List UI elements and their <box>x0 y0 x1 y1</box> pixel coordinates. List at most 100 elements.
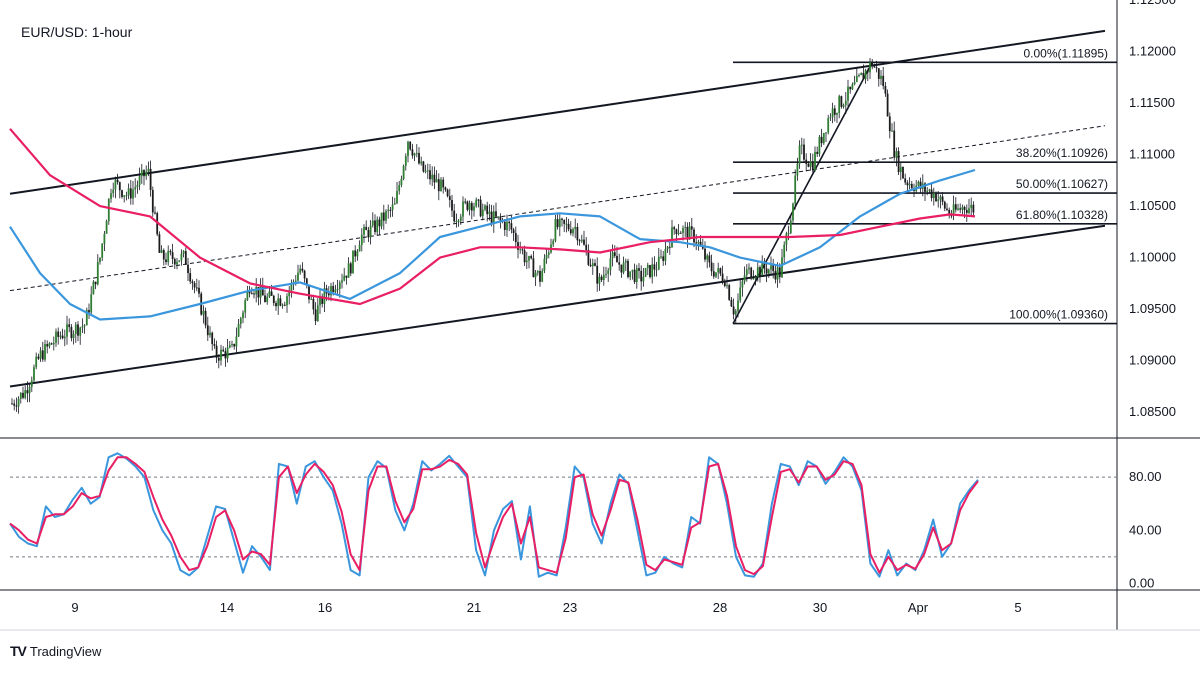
candle-body <box>13 403 16 406</box>
candle-body <box>789 220 792 234</box>
candle-body <box>369 225 372 238</box>
candle-body <box>653 264 656 270</box>
candle-body <box>596 265 599 284</box>
candle-body <box>785 233 788 245</box>
candle-body <box>662 256 665 261</box>
candle-body <box>422 161 425 172</box>
candle-body <box>607 270 610 274</box>
candle-body <box>233 343 236 347</box>
candle-body <box>354 250 357 257</box>
candle-body <box>866 70 869 73</box>
candle-body <box>52 342 55 345</box>
candle-body <box>787 233 790 235</box>
candle-body <box>616 255 618 263</box>
osc-y-tick-label: 0.00 <box>1129 575 1154 590</box>
candle-body <box>189 273 192 282</box>
candle-body <box>286 296 288 306</box>
fib-level-label: 61.80%(1.10328) <box>1016 208 1108 222</box>
candle-body <box>180 253 183 261</box>
x-tick-label: 21 <box>467 600 481 615</box>
candle-body <box>220 349 222 361</box>
y-tick-label: 1.12500 <box>1129 0 1176 7</box>
candle-body <box>497 216 500 218</box>
candle-body <box>825 132 827 134</box>
fib-level-label: 0.00%(1.11895) <box>1023 46 1108 60</box>
candle-body <box>112 189 115 194</box>
candle-body <box>440 179 442 192</box>
candle-body <box>928 189 931 191</box>
candle-body <box>365 226 368 231</box>
candle-body <box>466 201 469 210</box>
candle-body <box>858 75 860 77</box>
candle-body <box>706 255 709 260</box>
candle-body <box>772 265 775 272</box>
candle-body <box>407 141 409 156</box>
candle-body <box>193 283 196 288</box>
candle-body <box>479 199 482 217</box>
candle-body <box>224 351 227 359</box>
candle-body <box>530 256 533 259</box>
y-tick-label: 1.09500 <box>1129 301 1176 316</box>
candle-body <box>173 259 176 265</box>
candle-body <box>723 281 726 287</box>
candle-body <box>932 192 935 199</box>
candle-body <box>217 357 220 361</box>
candle-body <box>387 209 390 212</box>
candle-body <box>957 208 959 210</box>
candle-body <box>954 204 957 210</box>
candle-body <box>123 195 126 197</box>
candle-body <box>279 298 282 306</box>
candle-body <box>48 343 51 347</box>
candle-body <box>81 326 84 328</box>
candle-body <box>534 272 537 278</box>
candle-body <box>125 195 128 197</box>
candle-body <box>517 242 519 250</box>
candle-body <box>294 280 297 282</box>
candle-body <box>836 113 838 115</box>
candle-body <box>642 276 645 282</box>
candle-body <box>935 192 937 202</box>
candle-body <box>959 208 962 210</box>
candle-body <box>132 189 134 199</box>
candle-body <box>611 252 614 259</box>
candle-body <box>495 211 497 217</box>
candle-body <box>880 75 882 79</box>
candle-body <box>242 312 244 319</box>
candle-body <box>897 151 900 173</box>
candle-body <box>382 212 385 221</box>
candle-body <box>448 196 451 201</box>
candle-body <box>842 105 845 107</box>
candle-body <box>710 262 713 272</box>
candle-body <box>693 229 695 243</box>
candle-body <box>83 325 86 327</box>
x-tick-label: 14 <box>220 600 234 615</box>
candle-body <box>904 178 907 183</box>
y-tick-label: 1.10500 <box>1129 198 1176 213</box>
candle-body <box>629 271 632 278</box>
candle-body <box>970 204 973 209</box>
candle-body <box>237 323 240 337</box>
candle-body <box>754 276 757 279</box>
candle-body <box>44 344 46 360</box>
candle-body <box>792 203 794 221</box>
candle-body <box>875 67 878 69</box>
candle-body <box>528 256 530 261</box>
candle-body <box>781 257 783 278</box>
candle-body <box>231 343 233 346</box>
candle-body <box>391 204 394 210</box>
candle-body <box>545 254 548 259</box>
candle-body <box>165 259 167 263</box>
candle-body <box>327 293 330 296</box>
candle-body <box>818 136 821 154</box>
candle-body <box>66 324 68 337</box>
candle-body <box>492 211 495 224</box>
candle-body <box>840 96 843 107</box>
candle-body <box>580 239 583 242</box>
candle-body <box>578 240 581 242</box>
candle-body <box>55 331 57 343</box>
brand[interactable]: TV TradingView <box>10 643 101 659</box>
candle-body <box>486 205 489 215</box>
candle-body <box>490 211 493 224</box>
candle-body <box>602 274 605 280</box>
